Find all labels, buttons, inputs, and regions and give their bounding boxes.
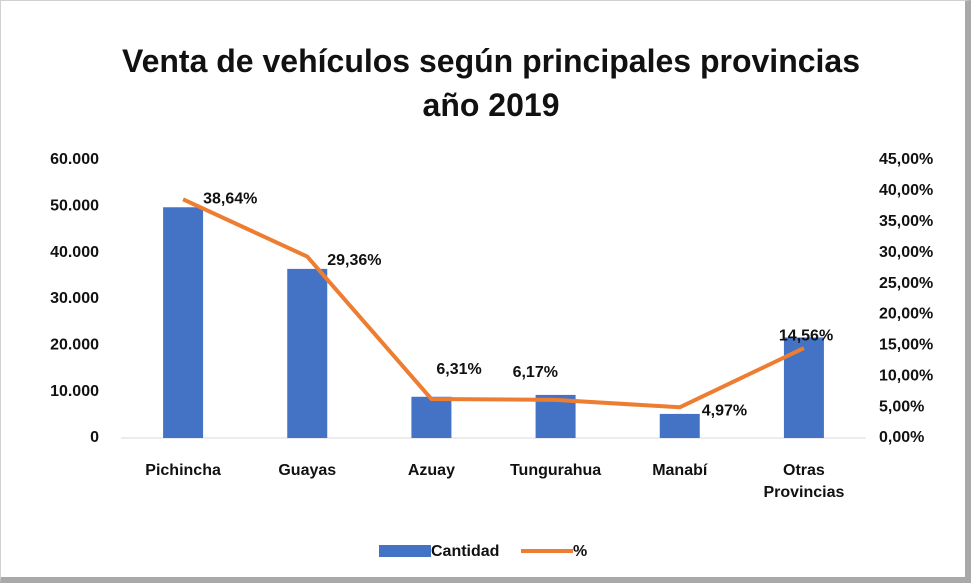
data-label: 38,64% [203, 191, 257, 208]
y-tick-label: 10.000 [50, 383, 99, 400]
bar [411, 396, 452, 438]
legend-swatch [379, 545, 431, 557]
data-label: 4,97% [702, 403, 747, 420]
x-tick-label: Tungurahua [509, 462, 602, 479]
y2-tick-label: 5,00% [879, 398, 924, 415]
x-tick-label: Guayas [278, 462, 337, 479]
y-tick-label: 20.000 [50, 337, 99, 354]
bar [287, 268, 328, 438]
y-tick-label: 60.000 [50, 151, 99, 168]
y2-tick-label: 0,00% [879, 429, 924, 446]
bar [659, 413, 700, 438]
data-label: 6,17% [513, 364, 558, 381]
data-label: 6,31% [436, 361, 481, 378]
y2-tick-label: 35,00% [879, 213, 933, 230]
data-label: 14,56% [779, 327, 833, 344]
y2-tick-label: 15,00% [879, 337, 933, 354]
y-tick-label: 40.000 [50, 244, 99, 261]
legend-label: % [573, 543, 587, 560]
y-tick-label: 50.000 [50, 198, 99, 215]
y-tick-label: 30.000 [50, 290, 99, 307]
y2-tick-label: 25,00% [879, 275, 933, 292]
x-tick-label: Otras Provincias [763, 462, 845, 501]
legend-label: Cantidad [431, 543, 499, 560]
x-tick-label: Pichincha [145, 462, 221, 479]
data-label: 29,36% [327, 252, 381, 269]
y2-tick-label: 40,00% [879, 182, 933, 199]
line [182, 197, 805, 410]
y-tick-label: 0 [90, 429, 99, 446]
x-tick-label: Azuay [407, 462, 455, 479]
chart-title: Venta de vehículos según principales pro… [121, 43, 861, 123]
y2-tick-label: 10,00% [879, 367, 933, 384]
y2-tick-label: 20,00% [879, 306, 933, 323]
y2-tick-label: 30,00% [879, 244, 933, 261]
y2-tick-label: 45,00% [879, 151, 933, 168]
x-tick-label: Manabí [652, 462, 708, 479]
bar [163, 207, 204, 438]
